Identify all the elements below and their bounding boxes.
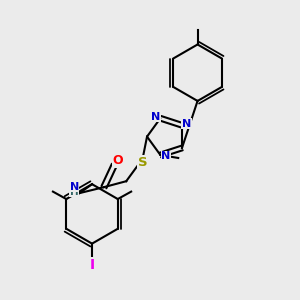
Text: H: H — [70, 187, 79, 196]
Text: N: N — [151, 112, 160, 122]
Text: N: N — [161, 152, 170, 161]
Text: I: I — [89, 258, 94, 272]
Text: S: S — [138, 156, 147, 169]
Text: N: N — [70, 182, 79, 192]
Text: O: O — [112, 154, 123, 167]
Text: N: N — [182, 119, 191, 129]
